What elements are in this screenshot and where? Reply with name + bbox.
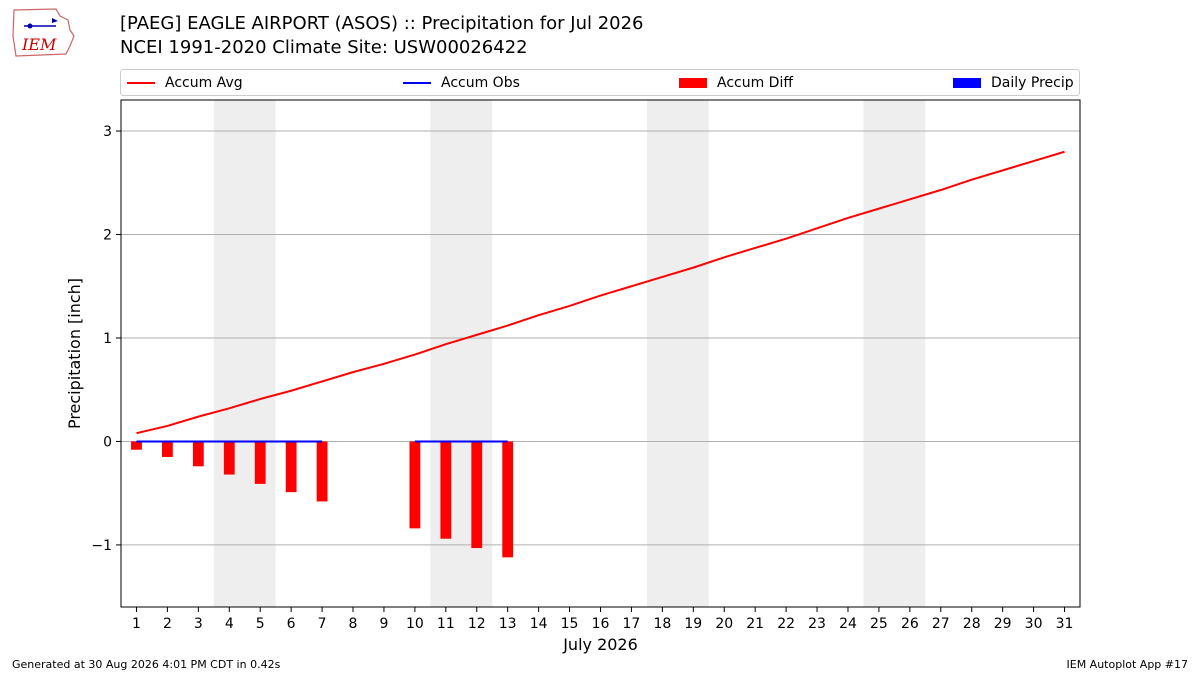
x-tick-label: 5 [256,616,265,632]
x-tick-label: 26 [901,616,919,632]
bar-accum-diff [223,441,235,475]
legend-swatch-accum-obs [403,81,431,84]
x-tick-label: 24 [839,616,857,632]
legend-swatch-accum-diff [679,77,707,88]
bar-accum-diff [161,441,173,457]
x-tick-label: 15 [561,616,579,632]
x-tick-label: 25 [870,616,888,632]
x-tick-label: 1 [132,616,141,632]
x-tick-label: 19 [684,616,702,632]
x-tick-label: 8 [349,616,358,632]
chart-title: [PAEG] EAGLE AIRPORT (ASOS) :: Precipita… [120,13,644,34]
legend-item-accum-diff: Accum Diff [679,70,793,95]
x-tick-label: 11 [437,616,455,632]
x-tick-label: 21 [746,616,764,632]
weekend-band [213,100,276,607]
legend-swatch-daily-precip [953,77,981,88]
bar-accum-diff [409,441,421,529]
x-tick-label: 7 [318,616,327,632]
x-tick-label: 9 [379,616,388,632]
weekend-band [646,100,709,607]
x-tick-label: 23 [808,616,826,632]
x-tick-label: 22 [777,616,795,632]
x-tick-label: 28 [963,616,981,632]
x-tick-label: 17 [623,616,641,632]
series-line-accum-avg [136,150,1065,435]
x-tick-label: 13 [499,616,517,632]
y-tick-label: 2 [103,228,112,244]
logo-text: IEM [21,35,57,54]
x-tick-label: 4 [225,616,234,632]
legend-label-daily-precip: Daily Precip [991,74,1074,91]
y-axis-label: Precipitation [inch] [65,278,84,429]
legend-item-accum-avg: Accum Avg [127,70,243,95]
y-tick-label: 3 [103,124,112,140]
x-tick-label: 30 [1025,616,1043,632]
x-tick-label: 27 [932,616,950,632]
app-credit: IEM Autoplot App #17 [1066,658,1189,671]
legend-label-accum-obs: Accum Obs [441,74,520,91]
x-tick-label: 6 [287,616,296,632]
x-tick-label: 10 [406,616,424,632]
weekend-band [863,100,926,607]
bar-accum-diff [502,441,514,558]
legend-item-daily-precip: Daily Precip [953,70,1074,95]
x-tick-label: 31 [1056,616,1074,632]
weekend-band [430,100,493,607]
bar-accum-diff [316,441,328,502]
x-axis-label: July 2026 [562,635,638,654]
bar-accum-diff [471,441,483,549]
legend-label-accum-diff: Accum Diff [717,74,794,91]
x-tick-label: 2 [163,616,172,632]
x-tick-label: 12 [468,616,486,632]
generated-timestamp: Generated at 30 Aug 2026 4:01 PM CDT in … [12,658,281,671]
y-tick-label: −1 [91,538,112,554]
x-tick-label: 18 [653,616,671,632]
legend-item-accum-obs: Accum Obs [403,70,520,95]
bar-accum-diff [254,441,266,484]
y-tick-label: 0 [103,434,112,450]
x-tick-label: 20 [715,616,733,632]
chart-subtitle: NCEI 1991-2020 Climate Site: USW00026422 [120,37,528,58]
x-tick-label: 3 [194,616,203,632]
bar-accum-diff [440,441,452,539]
y-tick-label: 1 [103,331,112,347]
legend-label-accum-avg: Accum Avg [165,74,243,91]
plot-frame [120,99,1081,608]
x-tick-label: 14 [530,616,548,632]
x-tick-label: 16 [592,616,610,632]
x-tick-label: 29 [994,616,1012,632]
legend: Accum Avg Accum Obs Accum Diff Daily Pre… [120,69,1080,96]
bar-accum-diff [131,441,142,450]
legend-swatch-accum-avg [127,81,155,84]
bar-accum-diff [285,441,297,493]
bar-accum-diff [192,441,204,467]
iem-logo: IEM [12,8,75,57]
